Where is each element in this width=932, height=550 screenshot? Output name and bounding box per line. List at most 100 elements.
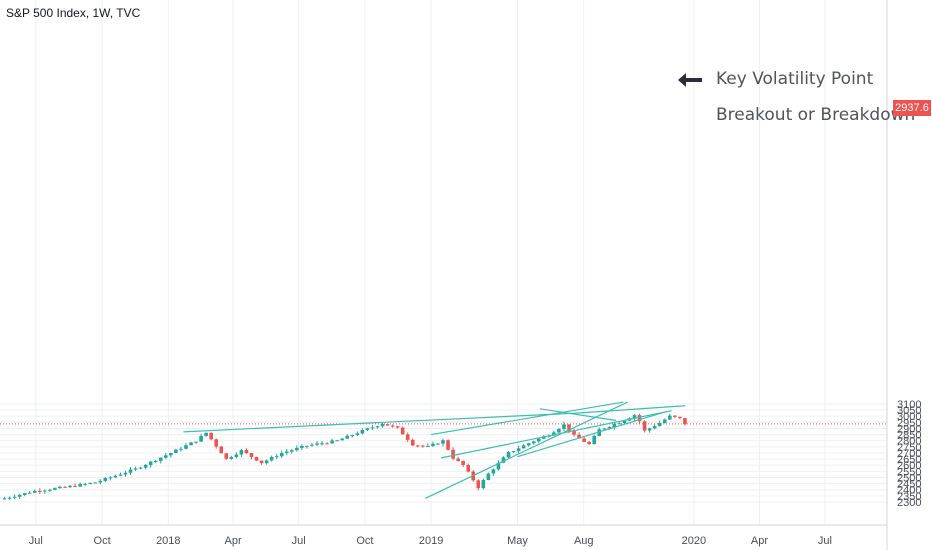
- candle-body: [128, 469, 133, 473]
- candle-body: [118, 474, 123, 476]
- time-tick-label: 2019: [419, 535, 443, 547]
- last-price-badge: 2937.6: [893, 100, 931, 116]
- candle-body: [83, 483, 87, 485]
- candle-body: [582, 438, 586, 442]
- candle-body: [244, 449, 249, 454]
- price-tick-label: 2800: [897, 436, 921, 448]
- trendline[interactable]: [576, 405, 686, 414]
- price-tick-label: 2850: [897, 430, 921, 442]
- candle-body: [113, 475, 118, 478]
- candle-body: [542, 436, 546, 439]
- candle-body: [662, 419, 667, 424]
- time-tick-label: Aug: [574, 535, 594, 547]
- candle-body: [325, 443, 329, 445]
- candle-body: [612, 424, 617, 427]
- candle-body: [481, 480, 486, 489]
- candle-body: [405, 434, 410, 440]
- trendline[interactable]: [183, 412, 577, 433]
- arrow-icon: [678, 73, 702, 87]
- candle-body: [204, 432, 208, 436]
- candle-body: [12, 496, 17, 498]
- candle-body: [436, 443, 440, 445]
- candle-body: [259, 460, 264, 464]
- trendline[interactable]: [441, 410, 672, 459]
- candle-body: [552, 432, 556, 436]
- candle-body: [642, 421, 647, 431]
- price-tick-label: 2500: [897, 472, 921, 484]
- candle-body: [138, 467, 143, 469]
- candle-body: [264, 460, 269, 464]
- candle-body: [239, 449, 244, 455]
- candle-body: [456, 458, 460, 461]
- candle-body: [58, 486, 62, 489]
- candle-body: [657, 423, 662, 427]
- trendline[interactable]: [425, 401, 628, 499]
- candle-body: [234, 454, 239, 458]
- time-tick-label: May: [507, 535, 528, 547]
- candle-body: [491, 469, 496, 474]
- candle-body: [229, 457, 234, 459]
- candle-body: [451, 449, 455, 459]
- candle-body: [426, 445, 430, 447]
- candle-body: [148, 461, 153, 465]
- candle-body: [300, 445, 304, 448]
- candle-body: [78, 483, 82, 487]
- candle-body: [421, 445, 425, 447]
- candle-body: [587, 441, 591, 445]
- price-tick-label: 2400: [897, 485, 921, 497]
- candle-body: [22, 493, 27, 495]
- price-tick-label: 2750: [897, 442, 921, 454]
- candle-body: [355, 433, 360, 436]
- candle-body: [98, 480, 103, 483]
- candle-body: [476, 480, 481, 489]
- price-axis[interactable]: 2300235024002450250025502600265027002750…: [897, 399, 921, 509]
- candle-body: [179, 448, 183, 450]
- candle-body: [38, 490, 42, 492]
- candle-body: [572, 431, 576, 435]
- candle-body: [446, 440, 450, 450]
- candle-body: [496, 462, 501, 470]
- candle-body: [365, 428, 370, 430]
- candle-body: [461, 460, 465, 466]
- candle-body: [184, 445, 188, 449]
- candle-body: [219, 446, 224, 454]
- candle-body: [390, 425, 395, 427]
- price-tick-label: 2300: [897, 497, 921, 509]
- price-tick-label: 2600: [897, 460, 921, 472]
- time-axis[interactable]: Jul Oct 2018 Apr Jul Oct 2019 May Aug 2020 Apr Jul: [29, 535, 832, 547]
- candle-body: [410, 439, 415, 446]
- trendline[interactable]: [431, 401, 624, 436]
- candle-body: [315, 443, 319, 445]
- grid-lines: [0, 0, 887, 525]
- candle-body: [673, 415, 677, 417]
- price-tick-label: 2650: [897, 454, 921, 466]
- candle-body: [290, 450, 294, 452]
- candle-body: [501, 457, 506, 463]
- candle-body: [164, 455, 168, 458]
- candle-body: [562, 424, 566, 429]
- candle-body: [557, 428, 561, 433]
- candle-body: [249, 453, 254, 457]
- candle-body: [108, 477, 113, 479]
- trendline[interactable]: [517, 410, 668, 458]
- price-tick-label: 2550: [897, 466, 921, 478]
- candle-body: [592, 436, 596, 445]
- candle-body: [43, 490, 47, 492]
- candles: [2, 413, 687, 500]
- candle-body: [73, 485, 77, 487]
- candle-body: [622, 420, 627, 424]
- candle-body: [345, 435, 350, 439]
- candle-body: [350, 435, 355, 437]
- candle-body: [320, 443, 324, 445]
- candle-body: [416, 445, 420, 447]
- candle-body: [375, 426, 380, 428]
- candle-body: [199, 435, 203, 442]
- candle-body: [668, 415, 672, 420]
- time-tick-label: Oct: [94, 535, 111, 547]
- candle-body: [335, 440, 339, 442]
- candle-body: [637, 415, 642, 422]
- trendlines[interactable]: [183, 401, 686, 499]
- trendline[interactable]: [539, 408, 617, 422]
- candle-body: [158, 457, 163, 461]
